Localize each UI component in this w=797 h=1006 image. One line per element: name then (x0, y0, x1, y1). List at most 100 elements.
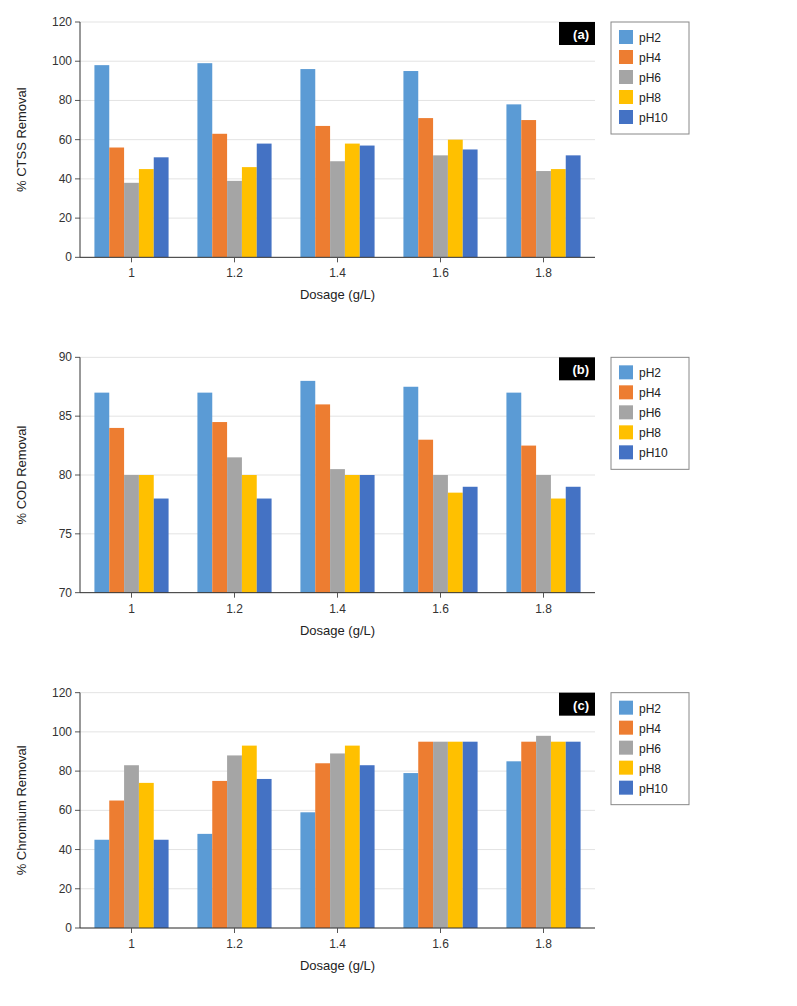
legend-swatch (619, 701, 633, 715)
x-tick-label: 1 (128, 266, 135, 280)
y-axis-line (80, 357, 81, 592)
bar (330, 753, 345, 928)
bar (551, 499, 566, 593)
x-tick (234, 928, 235, 933)
bar (506, 104, 521, 257)
bar (124, 183, 139, 258)
panel: 02040608010012011.21.41.61.8Dosage (g/L)… (14, 15, 689, 302)
bar (257, 499, 272, 593)
bar (139, 783, 154, 928)
bar (433, 742, 448, 928)
x-tick (543, 593, 544, 598)
grid-line (80, 100, 595, 101)
bar (566, 487, 581, 593)
bar (536, 736, 551, 928)
legend-frame (611, 22, 689, 134)
bar (360, 146, 375, 258)
legend-swatch (619, 405, 633, 419)
bar (433, 475, 448, 593)
x-tick (337, 257, 338, 262)
x-tick-label: 1.8 (535, 266, 552, 280)
y-tick (75, 888, 80, 889)
grid-line (80, 61, 595, 62)
legend-frame (611, 693, 689, 805)
y-tick (75, 810, 80, 811)
x-tick-label: 1.6 (432, 937, 449, 951)
y-tick (75, 100, 80, 101)
bar (551, 169, 566, 257)
legend-label: pH4 (639, 386, 661, 400)
legend-label: pH8 (639, 762, 661, 776)
legend-swatch (619, 781, 633, 795)
legend-swatch (619, 425, 633, 439)
bar (551, 742, 566, 928)
bar (463, 742, 478, 928)
y-tick (75, 61, 80, 62)
legend-frame (611, 357, 689, 469)
x-tick (440, 257, 441, 262)
y-tick-label: 80 (59, 93, 73, 107)
bar (403, 387, 418, 593)
bars (94, 736, 580, 928)
legend-label: pH2 (639, 702, 661, 716)
bar (212, 134, 227, 258)
x-tick-label: 1.2 (226, 937, 243, 951)
y-tick-label: 75 (59, 527, 73, 541)
panel-label-text: (b) (572, 362, 589, 377)
legend-swatch (619, 50, 633, 64)
y-tick-label: 40 (59, 172, 73, 186)
y-tick (75, 849, 80, 850)
legend-swatch (619, 30, 633, 44)
y-tick-label: 100 (52, 725, 72, 739)
bar (227, 457, 242, 592)
bar (315, 404, 330, 592)
x-tick (440, 928, 441, 933)
x-tick (337, 928, 338, 933)
x-tick (131, 593, 132, 598)
y-tick (75, 218, 80, 219)
bar (403, 71, 418, 257)
panel-label-text: (c) (573, 698, 589, 713)
y-tick-label: 60 (59, 803, 73, 817)
x-tick (543, 928, 544, 933)
bar (315, 763, 330, 928)
bar (506, 393, 521, 593)
legend-label: pH6 (639, 406, 661, 420)
legend-label: pH10 (639, 446, 668, 460)
legend-swatch (619, 70, 633, 84)
x-tick-label: 1.2 (226, 602, 243, 616)
legend-swatch (619, 90, 633, 104)
legend: pH2pH4pH6pH8pH10 (611, 22, 689, 134)
legend-swatch (619, 761, 633, 775)
bar (212, 422, 227, 593)
x-tick-label: 1.8 (535, 602, 552, 616)
bar (521, 120, 536, 257)
bar (197, 393, 212, 593)
bar (124, 475, 139, 593)
y-tick (75, 257, 80, 258)
y-tick-label: 80 (59, 764, 73, 778)
bars (94, 63, 580, 257)
x-axis-label: Dosage (g/L) (300, 623, 375, 638)
x-axis-label: Dosage (g/L) (300, 958, 375, 973)
x-tick-label: 1.6 (432, 266, 449, 280)
y-tick-label: 70 (59, 586, 73, 600)
bar (345, 746, 360, 928)
panel-label: (c) (559, 693, 595, 716)
legend-label: pH6 (639, 71, 661, 85)
bar (154, 840, 169, 928)
y-tick-label: 0 (65, 921, 72, 935)
legend-label: pH2 (639, 366, 661, 380)
x-tick (131, 257, 132, 262)
y-tick-label: 20 (59, 882, 73, 896)
bar (345, 144, 360, 258)
legend-swatch (619, 365, 633, 379)
y-axis-label: % CTSS Removal (14, 87, 29, 192)
grid-line (80, 731, 595, 732)
y-tick (75, 928, 80, 929)
y-tick-label: 0 (65, 250, 72, 264)
x-tick-label: 1.6 (432, 602, 449, 616)
grid-line (80, 22, 595, 23)
panel-label: (a) (559, 22, 595, 45)
x-tick (543, 257, 544, 262)
